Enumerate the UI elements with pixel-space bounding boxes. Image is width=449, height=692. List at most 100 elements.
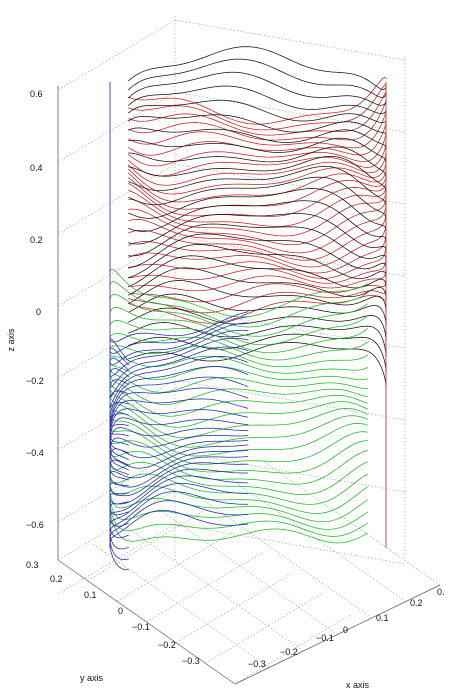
contour-line <box>128 295 387 324</box>
contour-line <box>128 152 387 186</box>
contour-lines <box>109 46 387 571</box>
contour-line <box>109 371 368 405</box>
contour-line <box>128 187 387 227</box>
contour-line <box>109 329 249 377</box>
contour-line <box>128 84 387 131</box>
contour-line <box>109 293 368 337</box>
contour-line <box>109 377 368 417</box>
contour-line <box>109 356 249 408</box>
contour-line <box>109 481 368 514</box>
contour-line <box>109 468 249 516</box>
contour-line <box>128 244 387 279</box>
grid-line <box>57 19 176 91</box>
contour-line <box>109 398 249 446</box>
contour-line <box>128 223 387 259</box>
x-tick-label: 0. <box>437 587 445 597</box>
z-tick-label: 0.4 <box>30 163 43 173</box>
contour-line <box>109 509 249 571</box>
z-tick-label: 0.6 <box>30 89 43 99</box>
contour-line <box>109 439 249 476</box>
contour-line <box>128 293 387 327</box>
contour-line <box>109 322 249 371</box>
y-tick-label: 0.3 <box>26 560 39 570</box>
contour-line <box>128 268 387 292</box>
contour-line <box>128 279 387 303</box>
grid-line <box>194 493 372 619</box>
contour-line <box>109 333 368 361</box>
contour-line <box>128 198 387 246</box>
grid-line <box>174 91 406 133</box>
contour-line <box>128 333 387 373</box>
grid-line <box>160 510 338 635</box>
contour-line <box>128 142 387 177</box>
contour-line <box>128 256 387 284</box>
grid-line <box>174 523 406 565</box>
contour-line <box>128 176 387 220</box>
contour-line <box>128 233 387 270</box>
contour-line <box>128 267 387 299</box>
contour-line <box>109 316 249 366</box>
z-tick-label: −0.2 <box>26 376 44 386</box>
contour-line <box>128 109 387 149</box>
contour-line <box>109 414 368 457</box>
contour-line <box>109 456 249 494</box>
contour-line <box>109 346 249 399</box>
contour-line <box>128 188 387 231</box>
contour-line <box>109 449 249 487</box>
contour-line <box>109 472 368 505</box>
contour-line <box>109 268 368 318</box>
contour-line <box>128 192 387 237</box>
contour-line <box>128 162 387 195</box>
z-axis-label: z axis <box>6 328 16 352</box>
grid-line <box>91 543 270 668</box>
contour-line <box>109 496 368 530</box>
contour-line <box>109 345 368 368</box>
grid-line <box>57 379 176 451</box>
contour-line <box>128 120 387 156</box>
contour-line <box>109 311 249 362</box>
contour-line <box>128 289 387 314</box>
contour-line <box>109 462 249 505</box>
contour-line <box>128 77 387 125</box>
y-tick-label: 0.2 <box>50 574 63 584</box>
x-tick-labels: −0.3 −0.2 −0.1 0 0.1 0.2 0. <box>248 587 445 669</box>
contour-line <box>109 502 368 537</box>
z-tick-label: −0.6 <box>26 520 44 530</box>
contour-line <box>109 450 368 485</box>
contour-line <box>109 500 249 560</box>
contour-line <box>128 58 387 98</box>
z-tick-label: 0.2 <box>30 235 43 245</box>
contour-line <box>109 491 249 550</box>
y-tick-label: −0.3 <box>182 656 200 666</box>
contour-line <box>109 435 249 471</box>
grid-line <box>174 163 406 205</box>
contour-line <box>128 99 387 141</box>
contour-line <box>109 427 249 466</box>
grid-line <box>87 510 205 581</box>
grid-line <box>57 163 176 235</box>
grid-line <box>116 531 235 602</box>
contour-line <box>128 176 387 210</box>
contour-line <box>109 507 368 544</box>
contour-line <box>128 127 387 150</box>
contour-line <box>109 365 368 393</box>
contour-line <box>109 475 249 527</box>
grid-line <box>175 572 294 643</box>
contour-line <box>128 255 387 289</box>
contour-line <box>109 417 249 460</box>
grid-line <box>262 460 441 586</box>
contour-line <box>128 91 387 136</box>
contour-line <box>109 426 368 465</box>
contour-line <box>128 182 387 217</box>
y-tick-label: 0.1 <box>84 590 97 600</box>
contour-line <box>128 146 387 179</box>
contour-line <box>109 366 249 418</box>
contour-line <box>128 212 387 261</box>
contour-line <box>128 46 387 90</box>
contour-line <box>109 376 249 427</box>
contour-line <box>109 337 249 388</box>
grid-line <box>57 91 176 163</box>
z-tick-label: 0 <box>36 307 41 317</box>
x-tick-label: −0.1 <box>316 633 334 643</box>
contour-line <box>128 342 387 387</box>
